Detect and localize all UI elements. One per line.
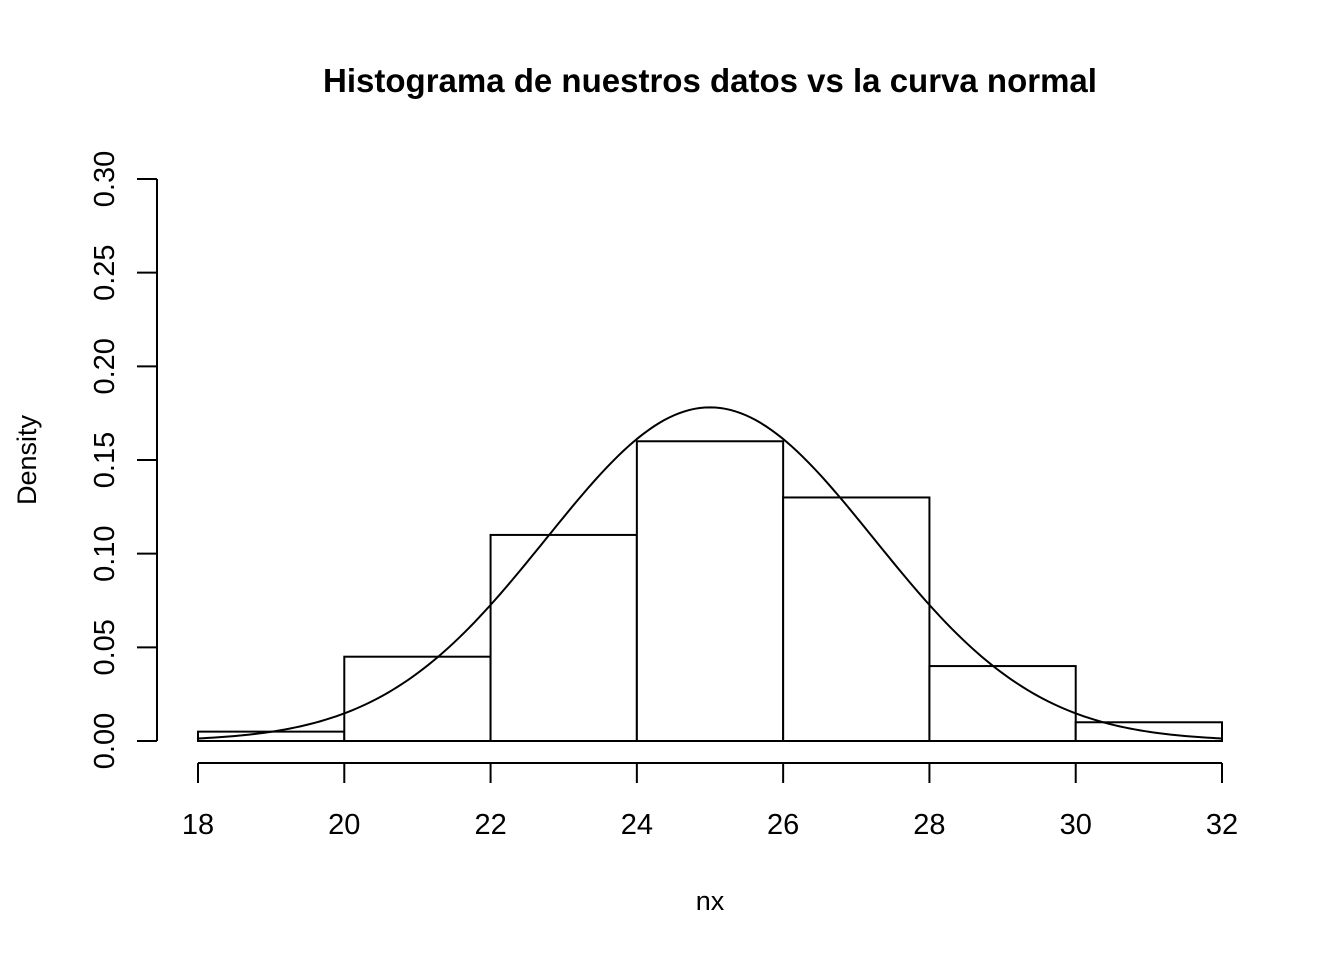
x-tick-label: 26 [767, 809, 799, 841]
y-axis: 0.00 0.05 0.10 0.15 0.20 0.25 0.30 [89, 151, 158, 769]
x-tick-label: 30 [1060, 809, 1092, 841]
x-tick-label: 28 [913, 809, 945, 841]
y-tick-label: 0.10 [89, 525, 121, 581]
normal-curve [197, 406, 1223, 740]
x-tick-label: 32 [1206, 809, 1238, 841]
x-tick-label: 22 [474, 809, 506, 841]
x-axis-label: nx [696, 886, 725, 916]
y-tick-label: 0.25 [89, 244, 121, 300]
x-tick-label: 24 [621, 809, 653, 841]
x-tick-label: 18 [182, 809, 214, 841]
y-tick-label: 0.05 [89, 619, 121, 675]
y-axis-label: Density [12, 414, 42, 505]
y-tick-label: 0.30 [89, 151, 121, 207]
histogram-bar [343, 655, 492, 743]
y-tick-label: 0.15 [89, 432, 121, 488]
histogram-bar [489, 533, 638, 743]
histogram-bars [197, 440, 1223, 743]
chart-title: Histograma de nuestros datos vs la curva… [323, 62, 1097, 99]
y-tick-label: 0.00 [89, 713, 121, 769]
y-tick-label: 0.20 [89, 338, 121, 394]
x-tick-label: 20 [328, 809, 360, 841]
histogram-bar [635, 440, 785, 742]
x-axis: 18 20 22 24 26 28 30 32 [182, 762, 1238, 841]
histogram-bar [782, 496, 931, 743]
